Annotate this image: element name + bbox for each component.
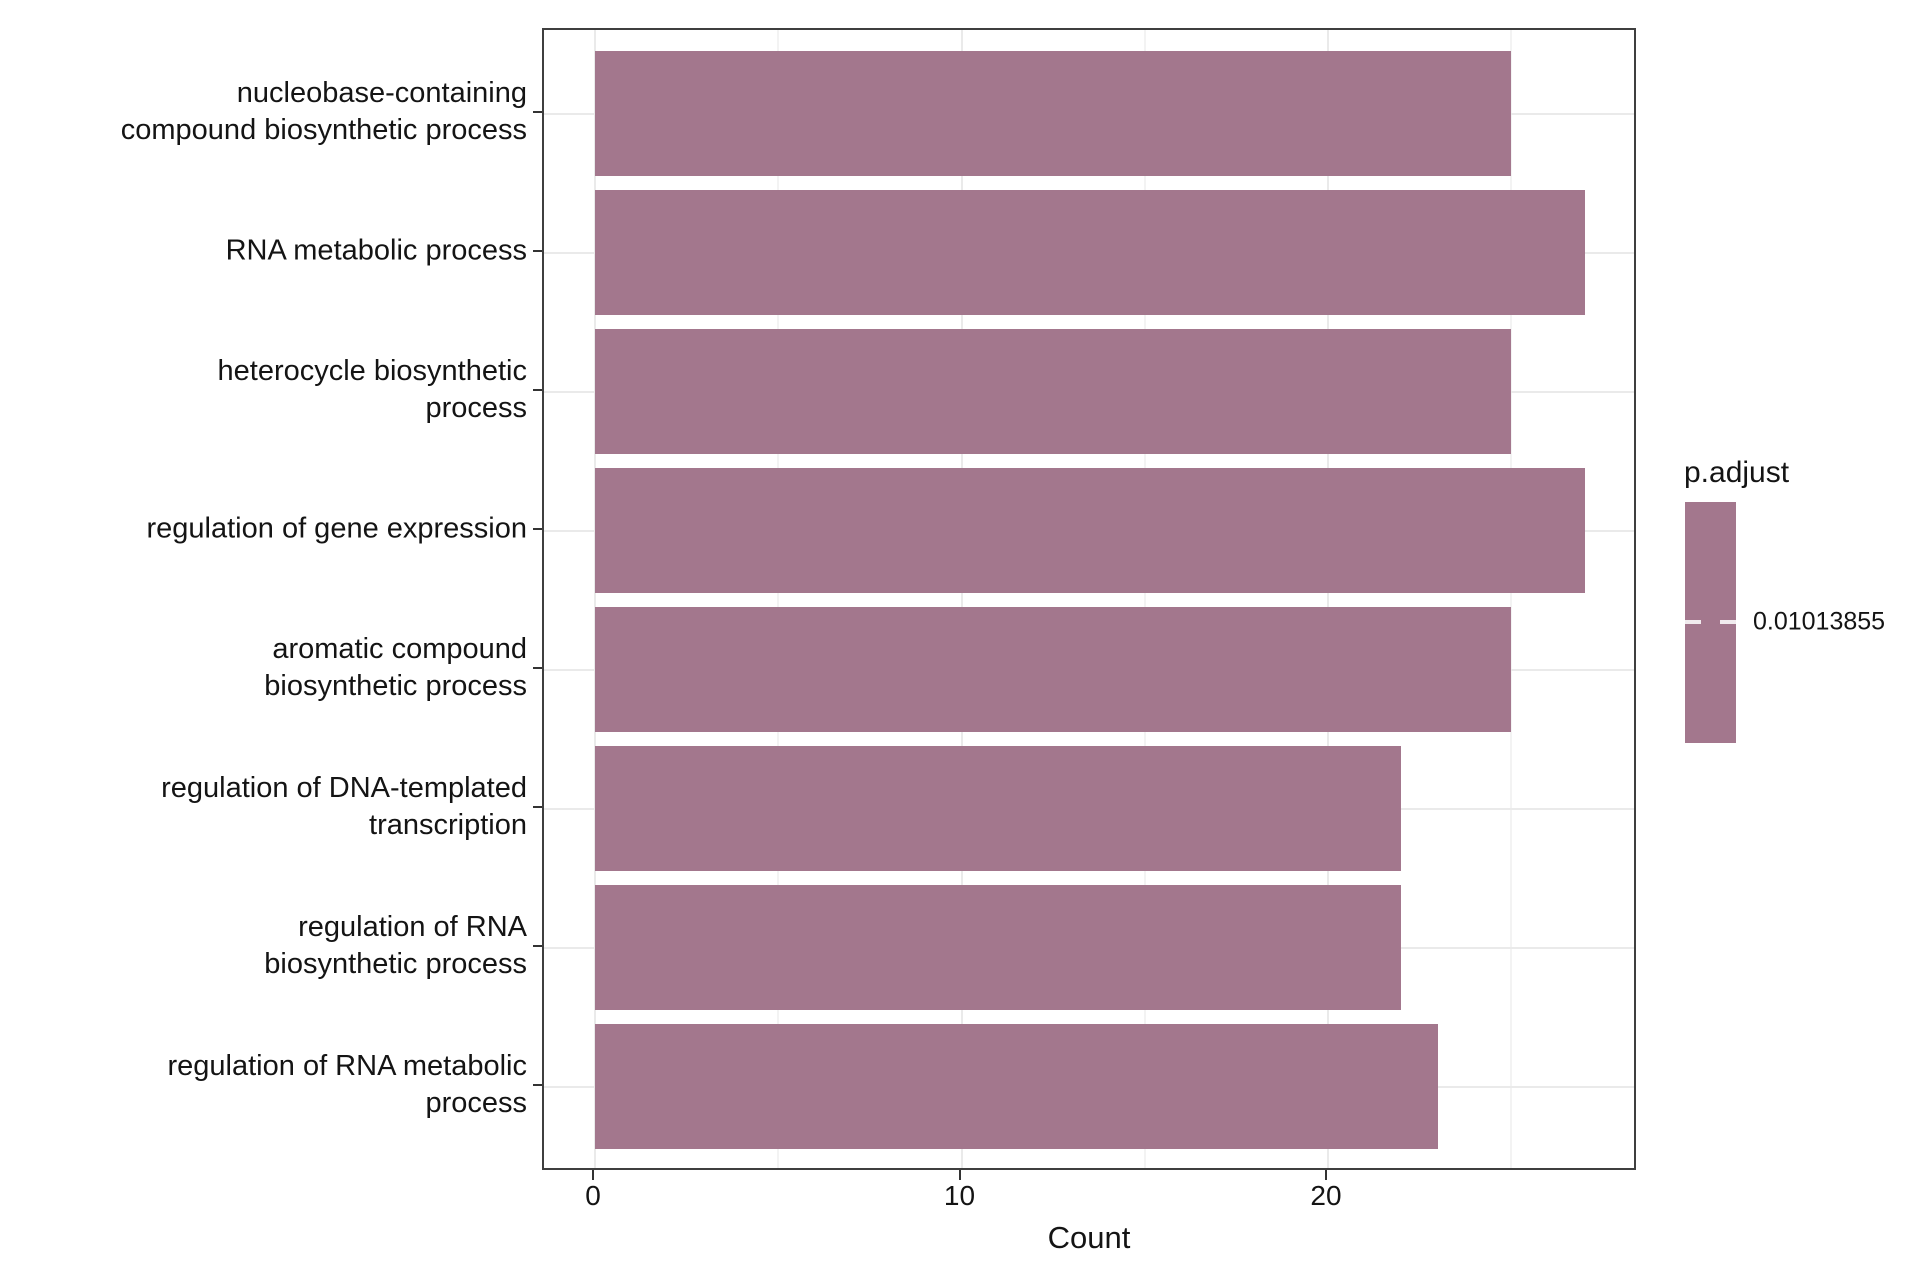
y-axis-label-line: heterocycle biosynthetic [217, 354, 528, 387]
y-axis-label-line: regulation of RNA [298, 910, 527, 943]
y-tick-mark [533, 1083, 542, 1086]
x-tick-label-0: 0 [585, 1180, 601, 1211]
y-axis-label-line: process [425, 391, 527, 424]
bar-2 [595, 190, 1585, 316]
y-axis-label-1: nucleobase-containing compound biosynthet… [27, 75, 527, 149]
legend-tick-mark [1685, 620, 1701, 624]
y-tick-mark [533, 805, 542, 808]
x-tick-mark [592, 1170, 594, 1180]
y-axis-label-7: regulation of RNA biosynthetic process [27, 909, 527, 983]
legend-tick-label: 0.01013855 [1753, 607, 1886, 636]
gridline-minor-x-25 [1510, 30, 1513, 1168]
y-axis-label-6: regulation of DNA-templated transcription [27, 770, 527, 844]
gridline-major-x-20 [1327, 30, 1329, 1168]
y-axis-label-line: compound biosynthetic process [120, 113, 527, 146]
y-tick-mark [533, 249, 542, 252]
y-tick-mark [533, 527, 542, 530]
bar-3 [595, 329, 1512, 455]
bar-4 [595, 468, 1585, 594]
bar-1 [595, 51, 1512, 177]
legend-colorbar [1685, 502, 1736, 743]
bar-8 [595, 1024, 1438, 1150]
gridline-major-x-10 [960, 30, 963, 1168]
y-axis-label-line: regulation of DNA-templated [161, 771, 527, 804]
gridline-major-x-0 [594, 30, 596, 1168]
legend-p-adjust: p.adjust 0.01013855 [1684, 456, 1885, 743]
legend-tick-mark [1720, 620, 1736, 624]
y-axis-label-line: nucleobase-containing [236, 76, 527, 109]
y-axis-label-4: regulation of gene expression [27, 510, 527, 547]
x-tick-mark [1325, 1170, 1327, 1180]
y-axis-label-line: aromatic compound [272, 632, 527, 665]
y-tick-mark [533, 110, 542, 113]
x-tick-mark [958, 1170, 961, 1180]
y-tick-mark [533, 666, 542, 669]
gridline-minor-x-5 [777, 30, 780, 1168]
y-axis-label-8: regulation of RNA metabolic process [27, 1048, 527, 1122]
x-tick-label-20: 20 [1310, 1180, 1342, 1211]
y-axis-label-5: aromatic compound biosynthetic process [27, 631, 527, 705]
y-axis-label-line: biosynthetic process [264, 669, 527, 702]
y-axis-label-line: regulation of gene expression [146, 512, 527, 545]
y-axis-label-line: transcription [369, 808, 527, 841]
legend-title: p.adjust [1684, 456, 1790, 489]
bar-7 [595, 885, 1402, 1011]
bar-6 [595, 746, 1402, 872]
y-axis-label-line: process [425, 1086, 527, 1119]
y-axis-label-3: heterocycle biosynthetic process [27, 353, 528, 427]
y-tick-mark [533, 388, 542, 391]
y-tick-mark [533, 944, 542, 947]
y-axis-label-2: RNA metabolic process [27, 232, 527, 269]
gridline-minor-x-15 [1143, 30, 1146, 1168]
x-tick-label-10: 10 [943, 1180, 976, 1211]
plot-panel [542, 28, 1636, 1170]
y-axis-label-line: RNA metabolic process [225, 234, 527, 267]
x-axis-title: Count [1047, 1220, 1131, 1255]
bar-5 [595, 607, 1512, 733]
y-axis-label-line: biosynthetic process [264, 947, 527, 980]
y-axis-label-line: regulation of RNA metabolic [167, 1049, 527, 1082]
